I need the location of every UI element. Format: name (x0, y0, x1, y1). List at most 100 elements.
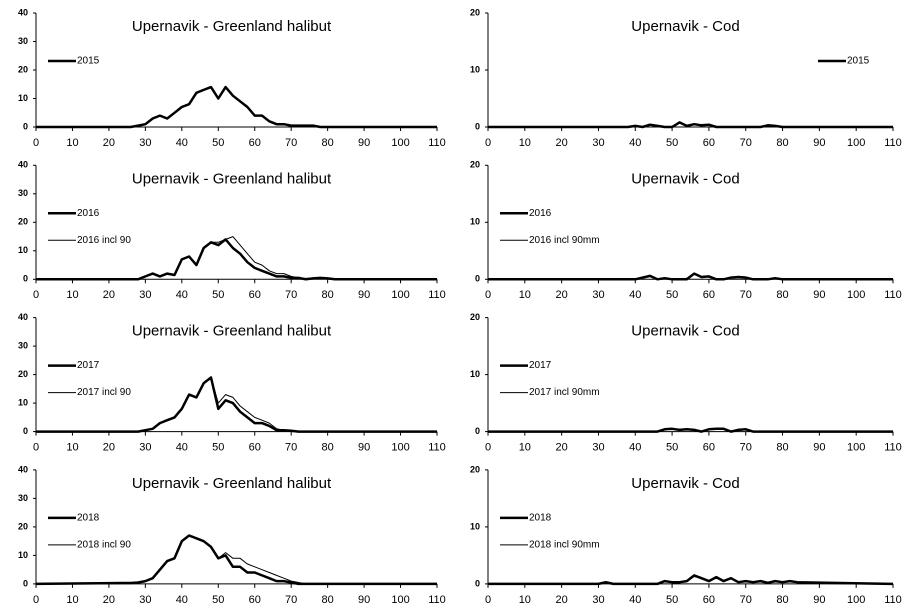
chart-title: Upernavik - Cod (631, 18, 739, 35)
x-tick-label: 30 (139, 594, 151, 606)
x-tick-label: 110 (884, 442, 902, 454)
chart-title: Upernavik - Greenland halibut (132, 18, 332, 35)
x-tick-label: 70 (285, 289, 297, 301)
x-tick-label: 80 (322, 442, 334, 454)
x-tick-label: 50 (212, 594, 224, 606)
y-tick-label: 20 (18, 64, 28, 74)
x-tick-label: 0 (485, 442, 491, 454)
y-tick-label: 0 (475, 121, 480, 131)
x-tick-label: 20 (556, 289, 568, 301)
legend-label: 2017 incl 90mm (529, 387, 600, 398)
legend-label: 2016 (77, 208, 100, 219)
x-tick-label: 100 (847, 442, 865, 454)
x-tick-label: 20 (103, 594, 115, 606)
x-tick-label: 70 (285, 442, 297, 454)
y-tick-label: 0 (475, 578, 480, 588)
x-tick-label: 90 (358, 289, 370, 301)
y-tick-label: 10 (18, 397, 28, 407)
x-tick-label: 20 (103, 289, 115, 301)
x-tick-label: 90 (813, 594, 825, 606)
y-tick-label: 30 (18, 340, 28, 350)
x-tick-label: 20 (556, 137, 568, 149)
x-tick-label: 20 (556, 594, 568, 606)
x-tick-label: 10 (519, 137, 531, 149)
x-tick-label: 100 (391, 289, 409, 301)
y-tick-label: 30 (18, 36, 28, 46)
x-tick-label: 0 (33, 594, 39, 606)
y-tick-label: 10 (470, 521, 480, 531)
x-tick-label: 40 (629, 442, 641, 454)
x-tick-label: 110 (884, 594, 902, 606)
y-tick-label: 20 (18, 521, 28, 531)
x-tick-label: 40 (629, 594, 641, 606)
x-tick-label: 40 (176, 594, 188, 606)
x-tick-label: 40 (176, 289, 188, 301)
y-tick-label: 10 (18, 550, 28, 560)
x-tick-label: 50 (212, 442, 224, 454)
x-tick-label: 90 (813, 442, 825, 454)
x-tick-label: 110 (428, 594, 446, 606)
data-line (36, 377, 437, 433)
data-line (488, 273, 893, 280)
x-tick-label: 70 (740, 594, 752, 606)
x-tick-label: 60 (249, 442, 261, 454)
x-tick-label: 0 (485, 594, 491, 606)
data-line (36, 85, 437, 129)
y-tick-label: 20 (470, 160, 480, 170)
x-tick-label: 0 (485, 289, 491, 301)
y-tick-label: 10 (470, 217, 480, 227)
x-tick-label: 10 (66, 137, 78, 149)
y-tick-label: 0 (23, 274, 28, 284)
y-tick-label: 30 (18, 493, 28, 503)
data-line (36, 376, 437, 433)
x-tick-label: 40 (176, 442, 188, 454)
x-tick-label: 80 (776, 137, 788, 149)
x-tick-label: 20 (556, 442, 568, 454)
x-tick-label: 50 (212, 289, 224, 301)
x-tick-label: 50 (212, 137, 224, 149)
y-tick-label: 40 (18, 312, 28, 322)
y-tick-label: 0 (23, 121, 28, 131)
y-tick-label: 20 (470, 312, 480, 322)
legend-label: 2018 (77, 513, 100, 524)
x-tick-label: 0 (33, 289, 39, 301)
x-tick-label: 40 (629, 137, 641, 149)
x-tick-label: 30 (592, 137, 604, 149)
x-tick-label: 110 (428, 137, 446, 149)
x-tick-label: 10 (519, 289, 531, 301)
legend-label: 2018 (529, 513, 552, 524)
x-tick-label: 60 (249, 137, 261, 149)
chart-title: Upernavik - Cod (631, 170, 739, 187)
x-tick-label: 90 (358, 442, 370, 454)
data-line (35, 535, 437, 585)
chart-title: Upernavik - Cod (631, 323, 739, 340)
x-tick-label: 90 (358, 137, 370, 149)
x-tick-label: 30 (139, 289, 151, 301)
data-line (488, 428, 893, 433)
x-tick-label: 90 (813, 289, 825, 301)
x-tick-label: 10 (66, 594, 78, 606)
legend-label: 2017 (77, 360, 100, 371)
chart-title: Upernavik - Cod (631, 475, 739, 492)
x-tick-label: 40 (176, 137, 188, 149)
x-tick-label: 10 (66, 442, 78, 454)
legend-label: 2017 (529, 360, 552, 371)
x-tick-label: 100 (391, 442, 409, 454)
x-tick-label: 100 (391, 594, 409, 606)
x-tick-label: 80 (776, 289, 788, 301)
y-tick-label: 20 (470, 7, 480, 17)
legend-label: 2015 (77, 56, 100, 67)
y-tick-label: 20 (18, 369, 28, 379)
y-tick-label: 40 (18, 464, 28, 474)
x-tick-label: 70 (740, 137, 752, 149)
x-tick-label: 10 (66, 289, 78, 301)
legend-label: 2018 incl 90 (77, 540, 131, 551)
data-line (488, 576, 894, 585)
x-tick-label: 110 (884, 289, 902, 301)
x-tick-label: 60 (249, 594, 261, 606)
legend-label: 2015 (847, 56, 870, 67)
x-tick-label: 60 (703, 137, 715, 149)
x-tick-label: 80 (322, 289, 334, 301)
x-tick-label: 60 (703, 289, 715, 301)
x-tick-label: 50 (666, 289, 678, 301)
